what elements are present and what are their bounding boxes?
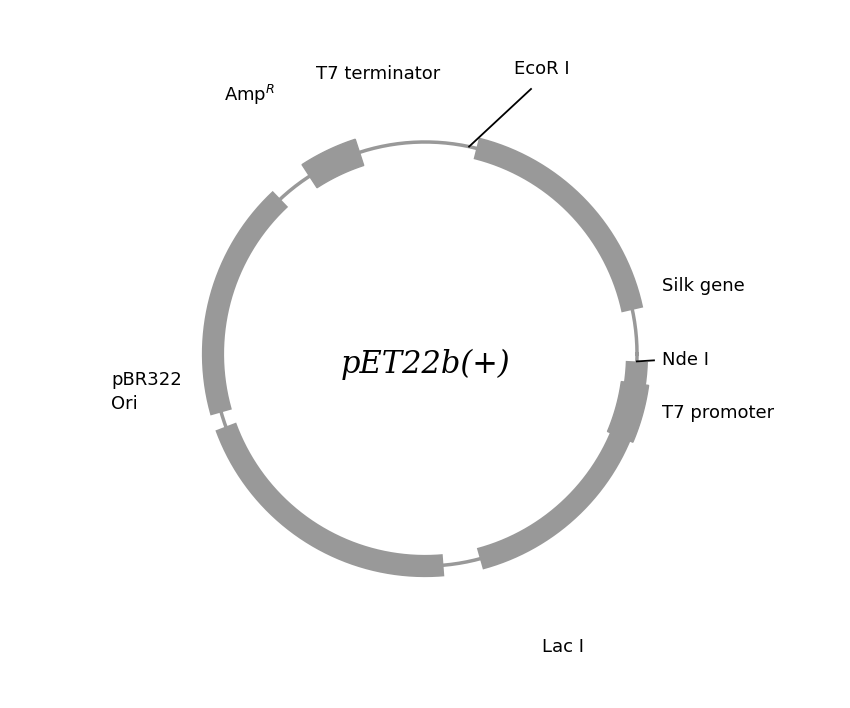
Text: EcoR I: EcoR I xyxy=(513,60,570,79)
Text: pET22b(+): pET22b(+) xyxy=(340,349,510,380)
Text: Lac I: Lac I xyxy=(541,638,584,656)
Text: Nde I: Nde I xyxy=(662,351,710,370)
Text: Silk gene: Silk gene xyxy=(662,277,745,295)
Text: pBR322
Ori: pBR322 Ori xyxy=(111,372,182,413)
Text: Amp$^R$: Amp$^R$ xyxy=(224,84,275,108)
Polygon shape xyxy=(608,382,649,442)
Text: T7 terminator: T7 terminator xyxy=(316,64,440,83)
Text: T7 promoter: T7 promoter xyxy=(662,404,774,423)
Polygon shape xyxy=(302,139,364,188)
